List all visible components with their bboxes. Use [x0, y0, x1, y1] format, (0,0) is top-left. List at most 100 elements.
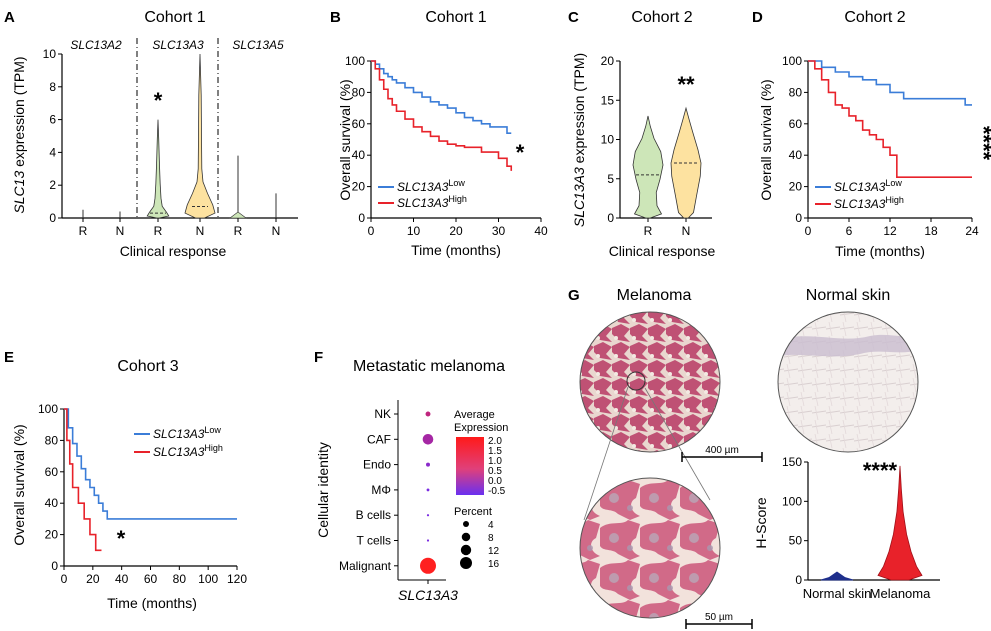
y-tick-label: 0: [51, 559, 58, 573]
y-tick-label: 100: [782, 494, 802, 508]
size-legend-dot: [460, 557, 472, 569]
y-tick-label: 0: [607, 211, 614, 225]
survival-curve-low: [64, 408, 237, 520]
x-tick-label: R: [644, 224, 653, 238]
x-tick-label: Normal skin: [803, 586, 872, 601]
melanoma-zoom-image: [580, 478, 720, 618]
x-tick-label: 40: [115, 572, 129, 586]
y-tick-label: 6: [49, 113, 56, 127]
scale-label-400: 400 µm: [705, 445, 739, 456]
x-tick-label: 20: [449, 224, 463, 238]
panel-b: B Cohort 1 Overall survival (%) 0 20 40 60 8…: [330, 9, 548, 258]
zoom-region-marker: [626, 371, 646, 391]
panel-e: E Cohort 3 Overall survival (%) 0 20 40 60 8…: [4, 349, 247, 611]
y-tick-label: 80: [352, 85, 366, 99]
gene-label-slc13a3: SLC13A3: [152, 38, 204, 52]
gene-label-slc13a2: SLC13A2: [70, 38, 122, 52]
panel-a-xlabel: Clinical response: [120, 243, 227, 259]
violin-slc13a3-n: [184, 53, 216, 219]
melanoma-tissue-image: [580, 312, 720, 452]
panel-letter-e: E: [4, 349, 14, 366]
y-tick-label: 60: [789, 117, 803, 131]
legend-entry-low: SLC13A3Low: [834, 178, 902, 194]
normal-skin-tissue-image: [778, 312, 918, 452]
size-legend-dot: [460, 544, 472, 556]
panel-d-xlabel: Time (months): [835, 243, 925, 259]
category-label: Endo: [363, 458, 391, 472]
panel-d-ylabel: Overall survival (%): [758, 79, 774, 200]
x-tick-label: 40: [534, 224, 548, 238]
y-tick-label: 60: [352, 117, 366, 131]
y-tick-label: 4: [49, 145, 56, 159]
y-tick-label: 100: [782, 54, 802, 68]
y-tick-label: 5: [607, 172, 614, 186]
y-tick-label: 0: [795, 211, 802, 225]
size-legend-label: 4: [488, 520, 494, 531]
panel-d-title: Cohort 2: [844, 9, 905, 26]
panel-f-ylabel: Cellular identity: [315, 442, 331, 538]
significance-star-c: **: [677, 72, 695, 97]
panel-d-axes: 0 20 40 60 80 100 0 6 12 18 24: [782, 54, 979, 238]
x-tick-label: 24: [965, 224, 979, 238]
y-tick-label: 20: [601, 54, 615, 68]
panel-letter-b: B: [330, 9, 341, 26]
size-legend-label: 16: [488, 559, 500, 570]
x-tick-label: 18: [924, 224, 938, 238]
survival-curve-low: [371, 60, 512, 135]
y-tick-label: 20: [789, 180, 803, 194]
x-tick-label: 0: [368, 224, 375, 238]
category-label: MΦ: [371, 483, 391, 497]
color-scale-label: -0.5: [488, 486, 506, 497]
category-label: T cells: [357, 534, 391, 548]
violin-slc13a3-r: [146, 119, 170, 219]
panel-a-axes: 0 2 4 6 8 10 R N R N R N: [43, 47, 298, 238]
dot-malignant: [420, 557, 436, 574]
x-tick-label: 30: [492, 224, 506, 238]
category-label: Malignant: [339, 559, 392, 573]
dot-b-cells: [426, 514, 430, 517]
y-tick-label: 150: [782, 455, 802, 469]
x-tick-label: 6: [846, 224, 853, 238]
color-scale-label: 2.0: [488, 436, 502, 447]
avg-expression-title: Average: [454, 409, 495, 421]
dot-mφ: [426, 488, 430, 492]
size-legend-dot: [463, 521, 469, 527]
panel-c-axes: 0 5 10 15 20 R N: [601, 54, 712, 238]
survival-curve-high: [64, 408, 102, 552]
x-tick-label: R: [234, 224, 243, 238]
y-tick-label: 0: [49, 211, 56, 225]
y-tick-label: 2: [49, 178, 56, 192]
y-tick-label: 80: [789, 85, 803, 99]
significance-star-d: ****: [971, 126, 991, 161]
y-tick-label: 100: [345, 54, 365, 68]
y-tick-label: 10: [601, 133, 615, 147]
x-tick-label: 12: [883, 224, 897, 238]
y-tick-label: 40: [352, 148, 366, 162]
legend-entry-high: SLC13A3High: [834, 195, 904, 211]
panel-letter-a: A: [4, 9, 15, 26]
y-tick-label: 8: [49, 80, 56, 94]
y-tick-label: 40: [789, 148, 803, 162]
y-tick-label: 0: [358, 211, 365, 225]
size-legend-label: 8: [488, 533, 494, 544]
significance-star-e: *: [117, 526, 126, 551]
color-scale-label: 0.5: [488, 466, 502, 477]
x-tick-label: R: [79, 224, 88, 238]
violin-r: [632, 115, 664, 219]
zoom-connector: [583, 386, 629, 521]
x-tick-label: 100: [198, 572, 218, 586]
x-tick-label: 60: [144, 572, 158, 586]
legend-entry-high: SLC13A3High: [153, 443, 223, 459]
y-tick-label: 15: [601, 93, 615, 107]
x-tick-label: 120: [227, 572, 247, 586]
scale-label-50: 50 µm: [705, 612, 733, 623]
gene-label-slc13a5: SLC13A5: [232, 38, 284, 52]
x-tick-label: N: [116, 224, 125, 238]
panel-letter-c: C: [568, 9, 579, 26]
panel-b-xlabel: Time (months): [411, 242, 501, 258]
survival-curve-low: [808, 60, 972, 106]
normal-skin-core-outline: [777, 311, 919, 453]
y-tick-label: 80: [45, 433, 59, 447]
percent-title: Percent: [454, 506, 492, 518]
dot-caf: [422, 434, 434, 445]
